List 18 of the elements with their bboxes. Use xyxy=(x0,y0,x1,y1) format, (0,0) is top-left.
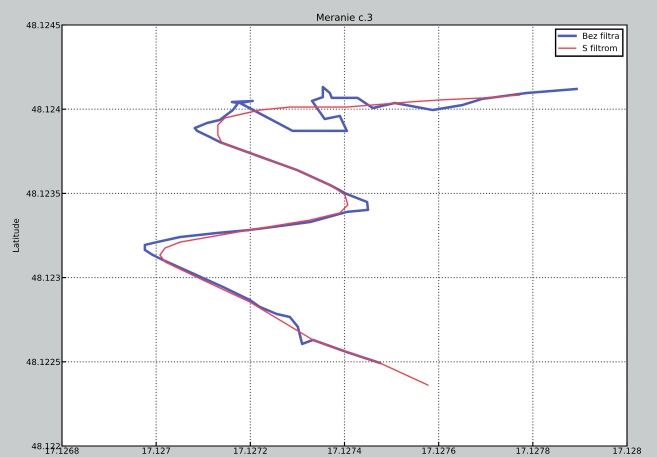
x-tick-label: 17.128 xyxy=(613,448,642,454)
x-tick-label: 17.1274 xyxy=(328,448,362,454)
y-tick-label: 48.122 xyxy=(32,442,60,450)
line-series xyxy=(159,94,520,386)
x-tick-label: 17.1276 xyxy=(422,448,456,454)
chart-title: Meranie c.3 xyxy=(317,13,372,21)
legend-label: Bez filtra xyxy=(583,32,619,39)
y-tick-label: 48.124 xyxy=(32,106,60,112)
x-tick-label: 17.127 xyxy=(142,448,170,454)
x-tick-label: 17.1268 xyxy=(46,448,79,454)
y-tick-label: 48.123 xyxy=(32,274,60,281)
y-tick-label: 48.1235 xyxy=(26,190,60,197)
y-axis-title: Latitude xyxy=(12,218,19,252)
x-tick-label: 17.1272 xyxy=(234,448,267,454)
x-tick-label: 17.1278 xyxy=(516,448,550,454)
y-tick-label: 48.1245 xyxy=(26,22,60,28)
legend-label: S filtrom xyxy=(582,44,617,52)
y-tick-label: 48.1225 xyxy=(26,358,60,366)
